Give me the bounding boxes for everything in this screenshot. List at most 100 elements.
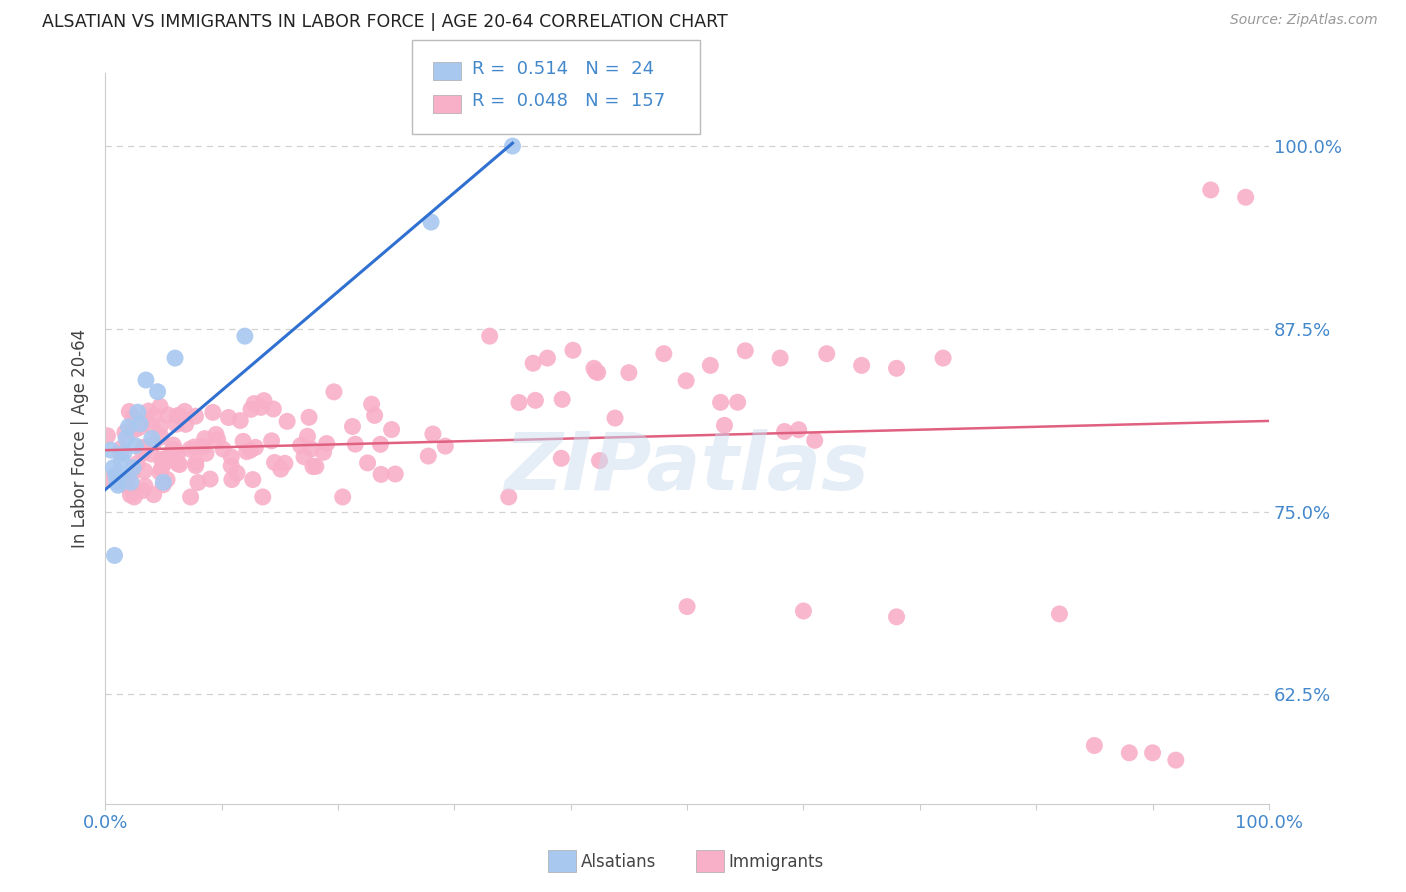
Point xyxy=(250,401,273,415)
Point xyxy=(141,447,163,461)
Point xyxy=(142,488,165,502)
Point xyxy=(536,351,558,365)
Point xyxy=(103,460,125,475)
Point xyxy=(803,434,825,448)
Point xyxy=(134,479,156,493)
Point xyxy=(773,425,796,439)
Point xyxy=(298,410,321,425)
Point xyxy=(135,373,157,387)
Point xyxy=(585,364,607,378)
Point xyxy=(932,351,955,365)
Text: ZIPatlas: ZIPatlas xyxy=(505,429,869,507)
Point xyxy=(165,417,187,432)
Point xyxy=(299,442,322,456)
Point xyxy=(886,610,908,624)
Point xyxy=(508,395,530,409)
Point xyxy=(152,475,174,490)
Point xyxy=(342,419,364,434)
Point xyxy=(260,434,283,448)
Point xyxy=(201,405,224,419)
Point xyxy=(162,438,184,452)
Point xyxy=(117,419,139,434)
Point xyxy=(146,384,169,399)
Point xyxy=(110,446,132,460)
Point xyxy=(1142,746,1164,760)
Point xyxy=(302,459,325,474)
Point xyxy=(149,466,172,480)
Point xyxy=(551,392,574,407)
Point xyxy=(315,436,337,450)
Point xyxy=(1049,607,1071,621)
Point xyxy=(263,455,285,469)
Point xyxy=(112,446,135,460)
Point xyxy=(502,139,524,153)
Point xyxy=(226,466,249,480)
Point xyxy=(205,427,228,442)
Point xyxy=(207,433,229,447)
Point xyxy=(132,441,155,455)
Point xyxy=(245,441,267,455)
Point xyxy=(229,413,252,427)
Text: Source: ZipAtlas.com: Source: ZipAtlas.com xyxy=(1230,13,1378,28)
Point xyxy=(142,437,165,451)
Point xyxy=(498,490,520,504)
Point xyxy=(149,419,172,434)
Point xyxy=(1199,183,1222,197)
Point xyxy=(787,423,810,437)
Point xyxy=(141,419,163,434)
Point xyxy=(422,427,444,442)
Point xyxy=(550,451,572,466)
Point xyxy=(240,402,263,417)
Point xyxy=(699,359,721,373)
Point xyxy=(218,410,240,425)
Point xyxy=(312,445,335,459)
Point xyxy=(98,473,121,487)
Point xyxy=(152,477,174,491)
Point xyxy=(132,416,155,430)
Point xyxy=(344,437,367,451)
Point xyxy=(193,439,215,453)
Point xyxy=(166,457,188,471)
Point xyxy=(114,425,136,440)
Point xyxy=(360,397,382,411)
Point xyxy=(134,441,156,455)
Point xyxy=(173,404,195,418)
Point xyxy=(149,400,172,414)
Point xyxy=(276,414,298,428)
Point xyxy=(122,490,145,504)
Point xyxy=(562,343,585,358)
Point xyxy=(524,393,547,408)
Point xyxy=(134,464,156,478)
Point xyxy=(713,418,735,433)
Point xyxy=(143,409,166,423)
Point xyxy=(103,549,125,563)
Point xyxy=(370,467,392,482)
Point xyxy=(1118,746,1140,760)
Point xyxy=(117,479,139,493)
Point xyxy=(122,460,145,475)
Point xyxy=(676,599,699,614)
Point xyxy=(118,404,141,418)
Point xyxy=(851,359,873,373)
Point xyxy=(675,374,697,388)
Point xyxy=(262,402,284,417)
Point xyxy=(150,452,173,467)
Point xyxy=(138,404,160,418)
Point xyxy=(242,473,264,487)
Point xyxy=(169,458,191,472)
Point xyxy=(198,472,221,486)
Point xyxy=(253,393,276,408)
Point xyxy=(219,450,242,464)
Text: R =  0.514   N =  24: R = 0.514 N = 24 xyxy=(472,60,655,78)
Point xyxy=(180,490,202,504)
Point xyxy=(709,395,731,409)
Point xyxy=(1083,739,1105,753)
Point xyxy=(221,473,243,487)
Point xyxy=(165,443,187,458)
Point xyxy=(1234,190,1257,204)
Point xyxy=(652,347,675,361)
Point xyxy=(184,458,207,473)
Point xyxy=(243,396,266,410)
Point xyxy=(124,423,146,437)
Point xyxy=(166,447,188,461)
